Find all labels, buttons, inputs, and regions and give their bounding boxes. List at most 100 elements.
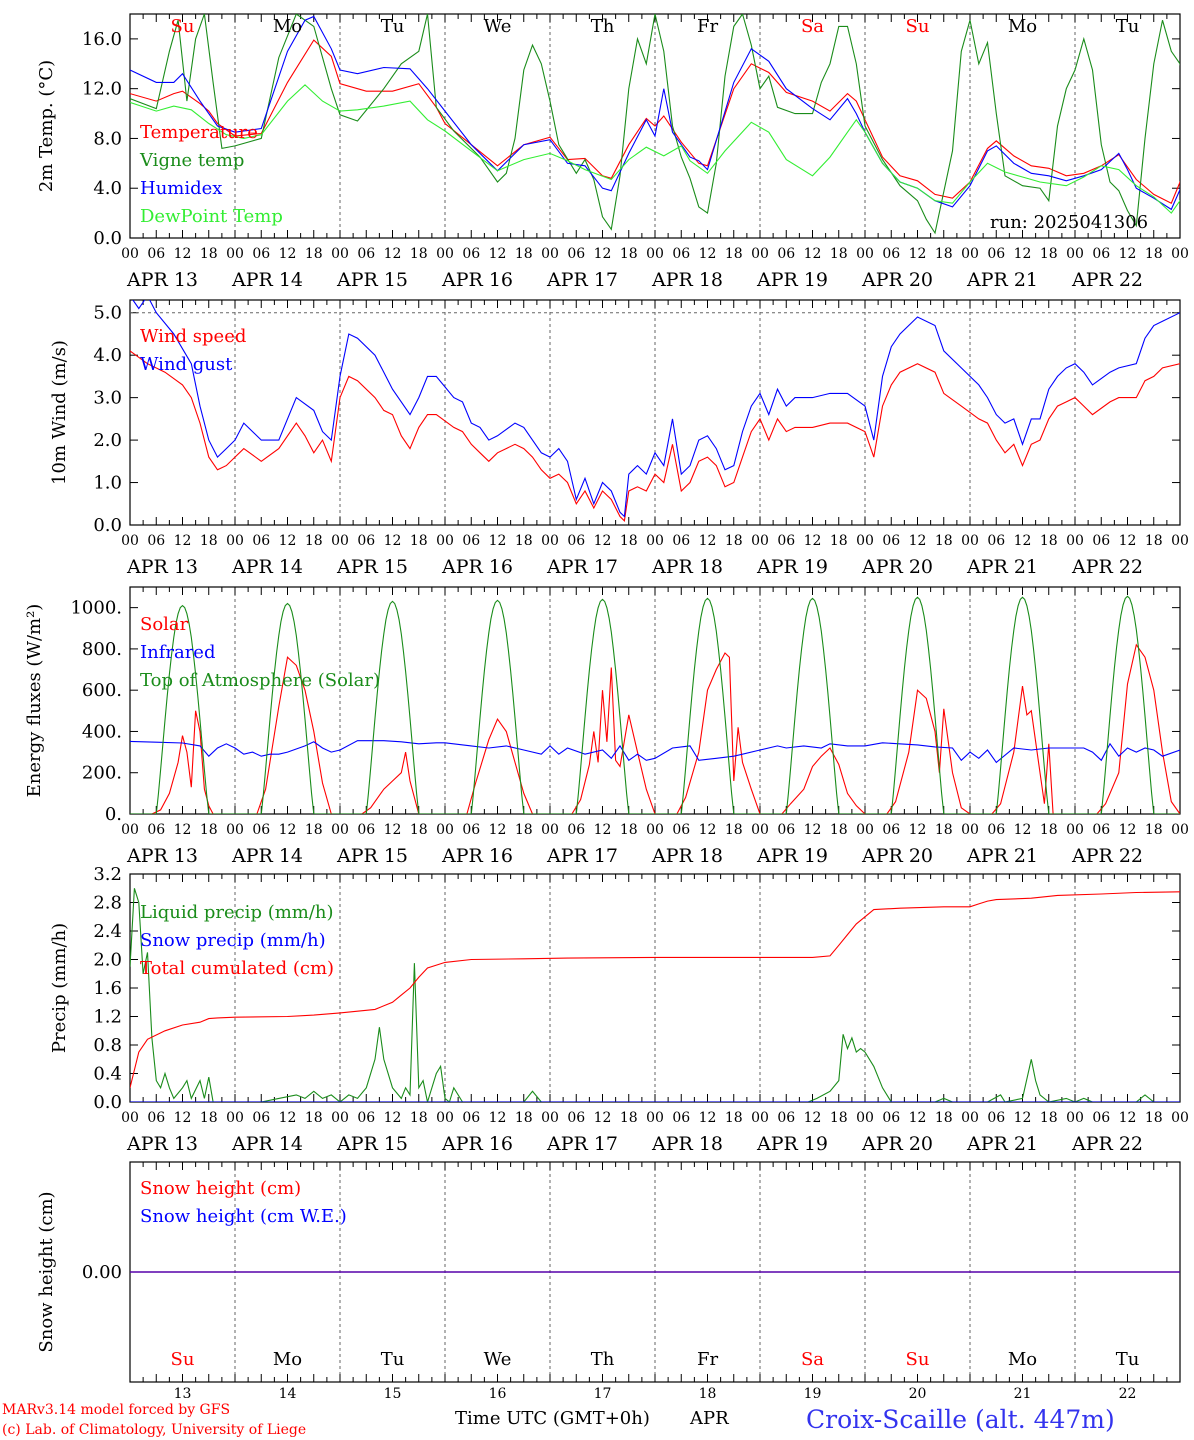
hour-tick-label: 00 [646, 533, 664, 549]
hour-tick-label: 06 [462, 246, 480, 262]
hour-tick-label: 00 [646, 822, 664, 838]
hour-tick-label: 12 [1014, 1110, 1032, 1126]
legend-dewpoint-temp: DewPoint Temp [140, 206, 283, 227]
hour-tick-label: 00 [331, 533, 349, 549]
hour-tick-label: 12 [594, 822, 612, 838]
series-line-humidex [130, 15, 1180, 211]
hour-tick-label: 00 [121, 822, 139, 838]
y-tick-label: 2.0 [93, 950, 122, 971]
date-label: APR 18 [651, 1133, 723, 1155]
date-label: APR 18 [651, 556, 723, 578]
date-label: APR 14 [231, 1133, 303, 1155]
hour-tick-label: 12 [594, 246, 612, 262]
hour-tick-label: 12 [1119, 246, 1137, 262]
weekday-label: Su [171, 16, 195, 37]
hour-tick-label: 00 [856, 533, 874, 549]
date-label: APR 22 [1071, 556, 1143, 578]
date-label: APR 20 [861, 556, 933, 578]
panels: 0.0 4.0 8.0 12.0 16.0 2m Temp. (°C) Temperatur… [24, 13, 1189, 1402]
hour-tick-label: 12 [489, 1110, 507, 1126]
hour-tick-label: 12 [1014, 246, 1032, 262]
y-tick-label: 400. [82, 721, 122, 742]
date-label: APR 13 [126, 269, 198, 291]
hour-tick-label: 12 [909, 246, 927, 262]
date-label: APR 17 [546, 845, 618, 867]
hour-tick-label: 06 [987, 1110, 1005, 1126]
date-label: APR 19 [756, 845, 828, 867]
hour-tick-label: 18 [410, 1110, 428, 1126]
y-axis-label: 2m Temp. (°C) [36, 60, 57, 192]
hour-tick-label: 12 [1119, 533, 1137, 549]
hour-tick-label: 00 [961, 533, 979, 549]
hour-tick-label: 12 [804, 1110, 822, 1126]
hour-tick-label: 06 [357, 533, 375, 549]
hour-tick-label: 12 [489, 533, 507, 549]
date-label: APR 20 [861, 269, 933, 291]
hour-tick-label: 18 [725, 1110, 743, 1126]
hour-tick-label: 18 [1145, 1110, 1163, 1126]
weekday-label: Su [171, 1349, 195, 1370]
footer-station: Croix-Scaille (alt. 447m) [806, 1405, 1115, 1434]
hour-tick-label: 06 [567, 1110, 585, 1126]
hour-tick-label: 06 [882, 533, 900, 549]
y-tick-label: 8.0 [93, 128, 122, 149]
hour-tick-label: 12 [279, 1110, 297, 1126]
hour-tick-label: 00 [646, 1110, 664, 1126]
hour-tick-label: 12 [909, 533, 927, 549]
hour-tick-label: 00 [541, 822, 559, 838]
hour-tick-label: 00 [541, 1110, 559, 1126]
hour-tick-label: 00 [961, 822, 979, 838]
date-label: APR 21 [966, 845, 1038, 867]
footer-model: MARv3.14 model forced by GFS [2, 1402, 230, 1418]
hour-tick-label: 12 [279, 822, 297, 838]
hour-tick-label: 00 [856, 822, 874, 838]
hour-tick-label: 00 [436, 822, 454, 838]
hour-tick-label: 18 [1040, 1110, 1058, 1126]
hour-tick-label: 00 [331, 246, 349, 262]
weekday-label: Fr [697, 1349, 718, 1370]
hour-tick-label: 12 [804, 533, 822, 549]
footer-month: APR [689, 1408, 729, 1429]
weekday-label: Tu [1116, 16, 1140, 37]
hour-tick-label: 18 [935, 533, 953, 549]
weekday-label: Mo [273, 1349, 302, 1370]
series-line-wind-gust [132, 300, 1180, 518]
hour-tick-label: 18 [830, 1110, 848, 1126]
hour-tick-label: 18 [410, 533, 428, 549]
legend-wind-speed: Wind speed [140, 326, 246, 347]
series-line-wind-speed [130, 350, 1180, 522]
date-label: APR 17 [546, 556, 618, 578]
footer-credit: (c) Lab. of Climatology, University of L… [2, 1422, 306, 1438]
hour-tick-label: 18 [830, 533, 848, 549]
hour-tick-label: 12 [594, 533, 612, 549]
hour-tick-label: 12 [699, 533, 717, 549]
hour-tick-label: 18 [1040, 533, 1058, 549]
hour-tick-label: 12 [174, 822, 192, 838]
y-tick-label: 0. [105, 804, 122, 825]
weekday-label: Tu [381, 16, 405, 37]
hour-tick-label: 06 [252, 822, 270, 838]
y-axis-label: 10m Wind (m/s) [49, 340, 70, 485]
date-label: APR 17 [546, 1133, 618, 1155]
hour-tick-label: 00 [1066, 533, 1084, 549]
hour-tick-label: 06 [462, 1110, 480, 1126]
day-number-label: 15 [384, 1386, 402, 1402]
hour-tick-label: 00 [751, 246, 769, 262]
hour-tick-label: 18 [1145, 533, 1163, 549]
legend-infrared: Infrared [140, 642, 215, 663]
hour-tick-label: 00 [226, 246, 244, 262]
series-line-infrared [130, 740, 1180, 764]
series-line-vigne-temp [130, 14, 1180, 235]
date-label: APR 20 [861, 1133, 933, 1155]
hour-tick-label: 06 [672, 533, 690, 549]
hour-tick-label: 06 [1092, 1110, 1110, 1126]
date-label: APR 17 [546, 269, 618, 291]
date-label: APR 15 [336, 845, 408, 867]
hour-tick-label: 00 [856, 1110, 874, 1126]
hour-tick-label: 06 [1092, 822, 1110, 838]
hour-tick-label: 12 [594, 1110, 612, 1126]
hour-tick-label: 18 [620, 822, 638, 838]
run-label: run: 2025041306 [990, 212, 1148, 233]
hour-tick-label: 06 [147, 1110, 165, 1126]
y-tick-label: 200. [82, 763, 122, 784]
